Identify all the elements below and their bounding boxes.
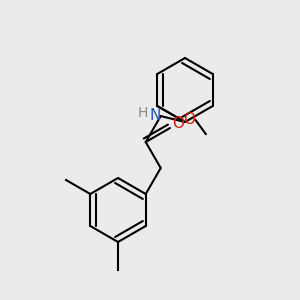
Text: O: O — [184, 112, 196, 128]
Text: H: H — [137, 106, 148, 120]
Text: N: N — [149, 108, 160, 123]
Text: O: O — [172, 116, 184, 131]
